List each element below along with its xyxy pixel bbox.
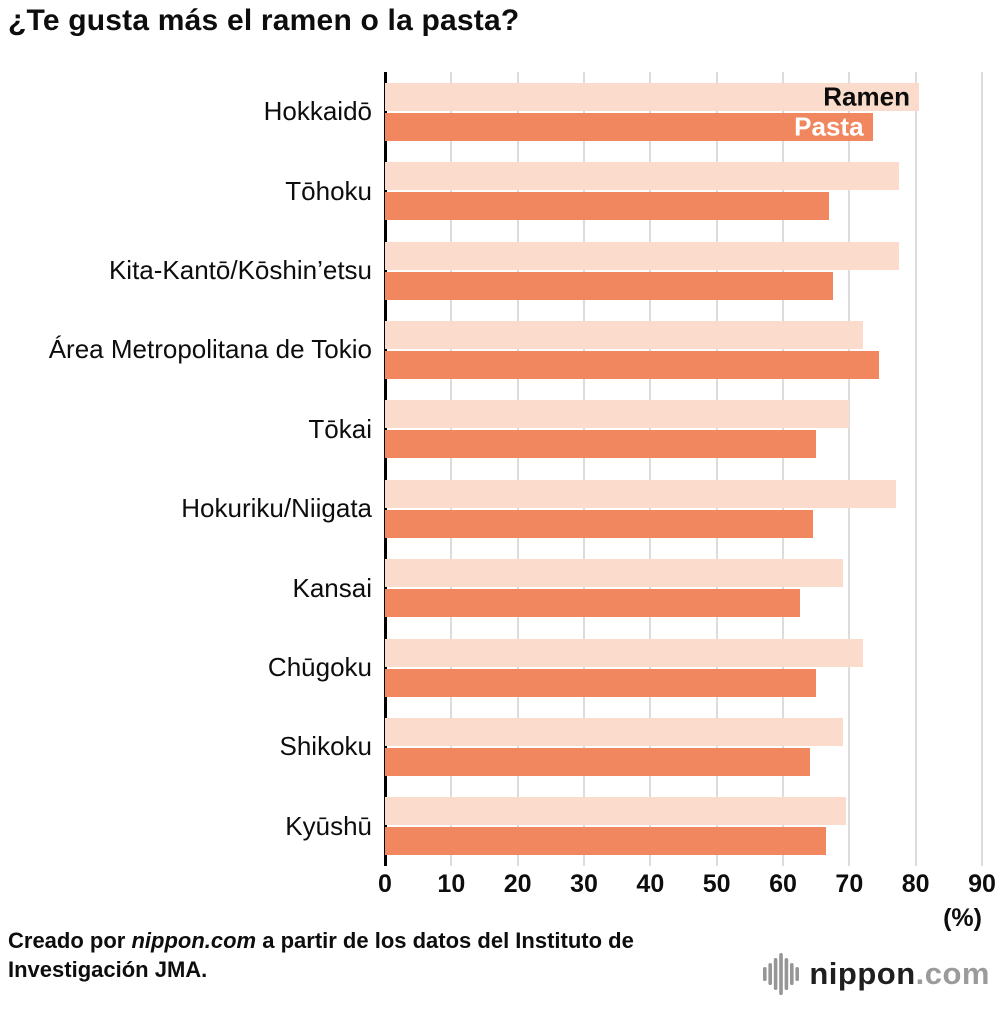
gridline-40: [649, 72, 652, 866]
pasta-bar: [385, 747, 810, 776]
legend-label-ramen: Ramen: [823, 81, 910, 112]
category-label: Tōhoku: [285, 175, 372, 206]
bar-group: [385, 559, 982, 618]
x-tick-50: 50: [702, 870, 731, 898]
x-tick-20: 20: [503, 870, 532, 898]
bar-group: [385, 717, 982, 776]
chart-row: Área Metropolitana de Tokio: [0, 310, 1000, 389]
gridline-90: [981, 72, 983, 866]
gridline-80: [914, 72, 917, 866]
x-tick-30: 30: [570, 870, 598, 898]
pasta-bar: [385, 509, 813, 538]
chart-row: Shikoku: [0, 707, 1000, 786]
x-tick-10: 10: [437, 870, 466, 898]
ramen-bar: [385, 479, 896, 508]
category-label: Hokkaidō: [263, 96, 372, 127]
ramen-bar: [385, 162, 900, 191]
pasta-bar: [385, 668, 817, 697]
pasta-bar: Pasta: [385, 111, 873, 142]
chart-rows: Hokkaidō Ramen Pasta Tōhoku Kita-Kantō/Kōshi…: [0, 72, 1000, 866]
credit-source: nippon.com: [131, 927, 257, 953]
chart-row: Hokuriku/Niigata: [0, 469, 1000, 548]
bar-group: [385, 479, 982, 538]
bar-group: [385, 797, 982, 856]
logo-suffix: .com: [915, 956, 990, 991]
gridline-10: [450, 72, 453, 866]
category-label: Kita-Kantō/Kōshin’etsu: [108, 255, 372, 286]
pasta-bar: [385, 827, 827, 856]
ramen-bar: [385, 559, 843, 588]
chart-row: Kyūshū: [0, 787, 1000, 866]
category-label: Tōkai: [308, 413, 372, 444]
pasta-bar: [385, 192, 830, 221]
gridline-50: [715, 72, 718, 866]
gridline-70: [848, 72, 851, 866]
category-label: Shikoku: [279, 731, 373, 762]
ramen-bar: [385, 241, 900, 270]
chart-row: Tōkai: [0, 390, 1000, 469]
chart-row: Tōhoku: [0, 151, 1000, 230]
gridline-60: [781, 72, 784, 866]
category-label: Hokuriku/Niigata: [181, 493, 372, 524]
credit-line: Creado por nippon.com a partir de los da…: [8, 926, 708, 984]
pasta-bar: [385, 589, 800, 618]
chart-row: Chūgoku: [0, 628, 1000, 707]
category-label: Área Metropolitana de Tokio: [48, 334, 372, 365]
nippon-logo: nippon.com: [763, 950, 990, 998]
x-axis: 0 10 20 30 40 50 60 70 80 90: [378, 870, 996, 902]
x-tick-60: 60: [769, 870, 797, 898]
chart-row: Hokkaidō Ramen Pasta: [0, 72, 1000, 151]
chart-title: ¿Te gusta más el ramen o la pasta?: [8, 4, 520, 37]
credit-prefix: Creado por: [8, 927, 132, 953]
category-label: Kansai: [292, 572, 373, 603]
bar-group: [385, 241, 982, 300]
bar-group: [385, 162, 982, 221]
ramen-bar: [385, 400, 850, 429]
ramen-bar: [385, 638, 863, 667]
ramen-bar: [385, 320, 863, 349]
y-axis-line: [384, 72, 387, 866]
bar-chart: Hokkaidō Ramen Pasta Tōhoku Kita-Kantō/Kōshi…: [0, 72, 1000, 866]
category-label: Kyūshū: [285, 810, 372, 841]
pasta-bar: [385, 271, 833, 300]
legend-label-pasta: Pasta: [794, 111, 864, 142]
gridline-30: [582, 72, 585, 866]
gridline-20: [516, 72, 519, 866]
ramen-bar: Ramen: [385, 81, 919, 112]
pasta-bar: [385, 350, 880, 379]
x-tick-70: 70: [835, 870, 864, 898]
x-tick-90: 90: [968, 870, 996, 898]
bar-group: [385, 320, 982, 379]
x-axis-unit-label: (%): [943, 904, 982, 932]
bar-group: Ramen Pasta: [385, 81, 982, 142]
pasta-bar: [385, 430, 817, 459]
logo-name: nippon: [809, 956, 916, 991]
bar-group: [385, 400, 982, 459]
ramen-bar: [385, 717, 843, 746]
x-tick-80: 80: [901, 870, 930, 898]
chart-row: Kita-Kantō/Kōshin’etsu: [0, 231, 1000, 310]
logo-wordmark: nippon.com: [809, 956, 990, 992]
credit-suffix: a partir de los datos del Instituto de I…: [8, 927, 634, 982]
soundbars-icon: [763, 953, 800, 995]
x-tick-40: 40: [636, 870, 665, 898]
bar-group: [385, 638, 982, 697]
ramen-bar: [385, 797, 847, 826]
category-label: Chūgoku: [267, 652, 372, 683]
plot-background: [384, 72, 983, 866]
x-tick-0: 0: [378, 870, 392, 898]
chart-row: Kansai: [0, 548, 1000, 627]
